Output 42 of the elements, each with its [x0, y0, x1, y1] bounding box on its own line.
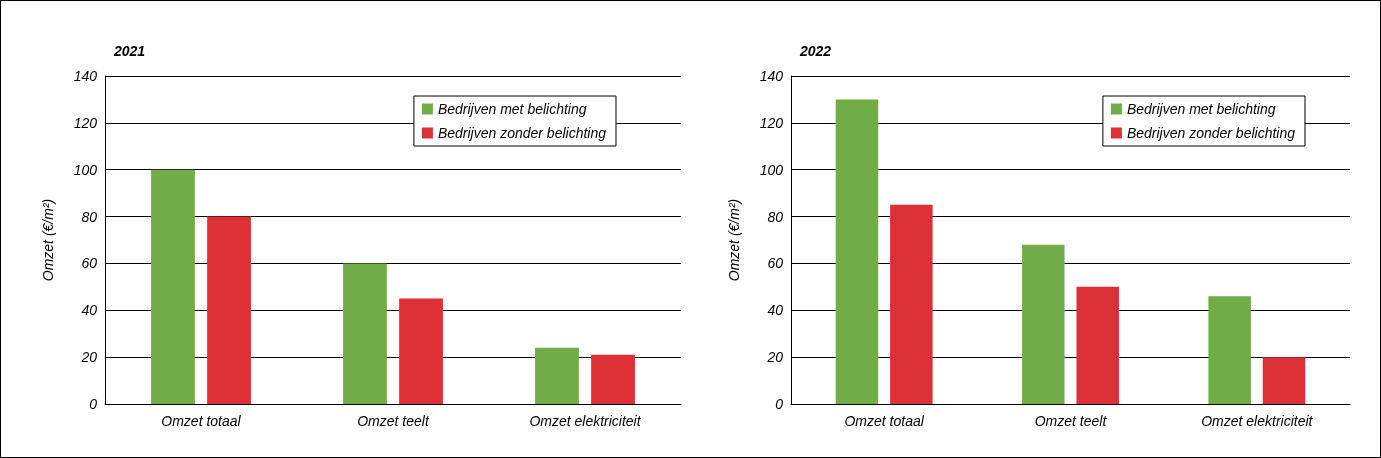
y-tick-label: 20 — [80, 349, 98, 366]
y-tick-label: 80 — [81, 208, 98, 225]
y-tick-label: 0 — [89, 396, 98, 412]
chart-title: 2022 — [799, 43, 832, 59]
x-tick-label: Omzet teelt — [357, 413, 430, 429]
x-tick-label: Omzet totaal — [161, 413, 242, 429]
y-tick-label: 0 — [775, 396, 784, 412]
legend-label: Bedrijven zonder belichting — [437, 125, 607, 141]
bar — [343, 263, 387, 404]
x-tick-label: Omzet elektriciteit — [529, 413, 642, 429]
chart-title: 2021 — [113, 43, 146, 59]
y-tick-label: 120 — [759, 114, 784, 131]
x-tick-label: Omzet teelt — [1034, 413, 1108, 429]
bar — [890, 204, 933, 404]
legend-label: Bedrijven met belichting — [1126, 101, 1276, 117]
y-tick-label: 40 — [81, 302, 98, 319]
bar — [1208, 296, 1251, 404]
bar — [151, 169, 195, 404]
y-tick-label: 20 — [766, 349, 784, 366]
y-tick-label: 60 — [81, 255, 98, 272]
bar — [207, 216, 251, 404]
y-tick-label: 140 — [73, 68, 98, 84]
y-tick-label: 100 — [73, 161, 98, 178]
legend-label: Bedrijven met belichting — [437, 101, 587, 117]
x-tick-label: Omzet elektriciteit — [1201, 413, 1314, 429]
bar — [399, 298, 443, 404]
y-tick-label: 120 — [73, 114, 98, 131]
y-tick-label: 60 — [767, 255, 784, 272]
bar — [535, 347, 579, 404]
bar — [591, 354, 635, 404]
y-tick-label: 80 — [767, 208, 784, 225]
y-tick-label: 100 — [759, 161, 784, 178]
x-tick-label: Omzet totaal — [844, 413, 925, 429]
y-axis-title: Omzet (€/m²) — [40, 198, 56, 282]
y-axis-title: Omzet (€/m²) — [726, 198, 742, 282]
y-tick-label: 140 — [759, 68, 784, 84]
bar — [1022, 244, 1065, 404]
y-tick-label: 40 — [767, 302, 784, 319]
bar — [1076, 286, 1119, 404]
legend-label: Bedrijven zonder belichting — [1126, 125, 1296, 141]
bar — [835, 99, 879, 404]
bar — [1262, 357, 1306, 404]
